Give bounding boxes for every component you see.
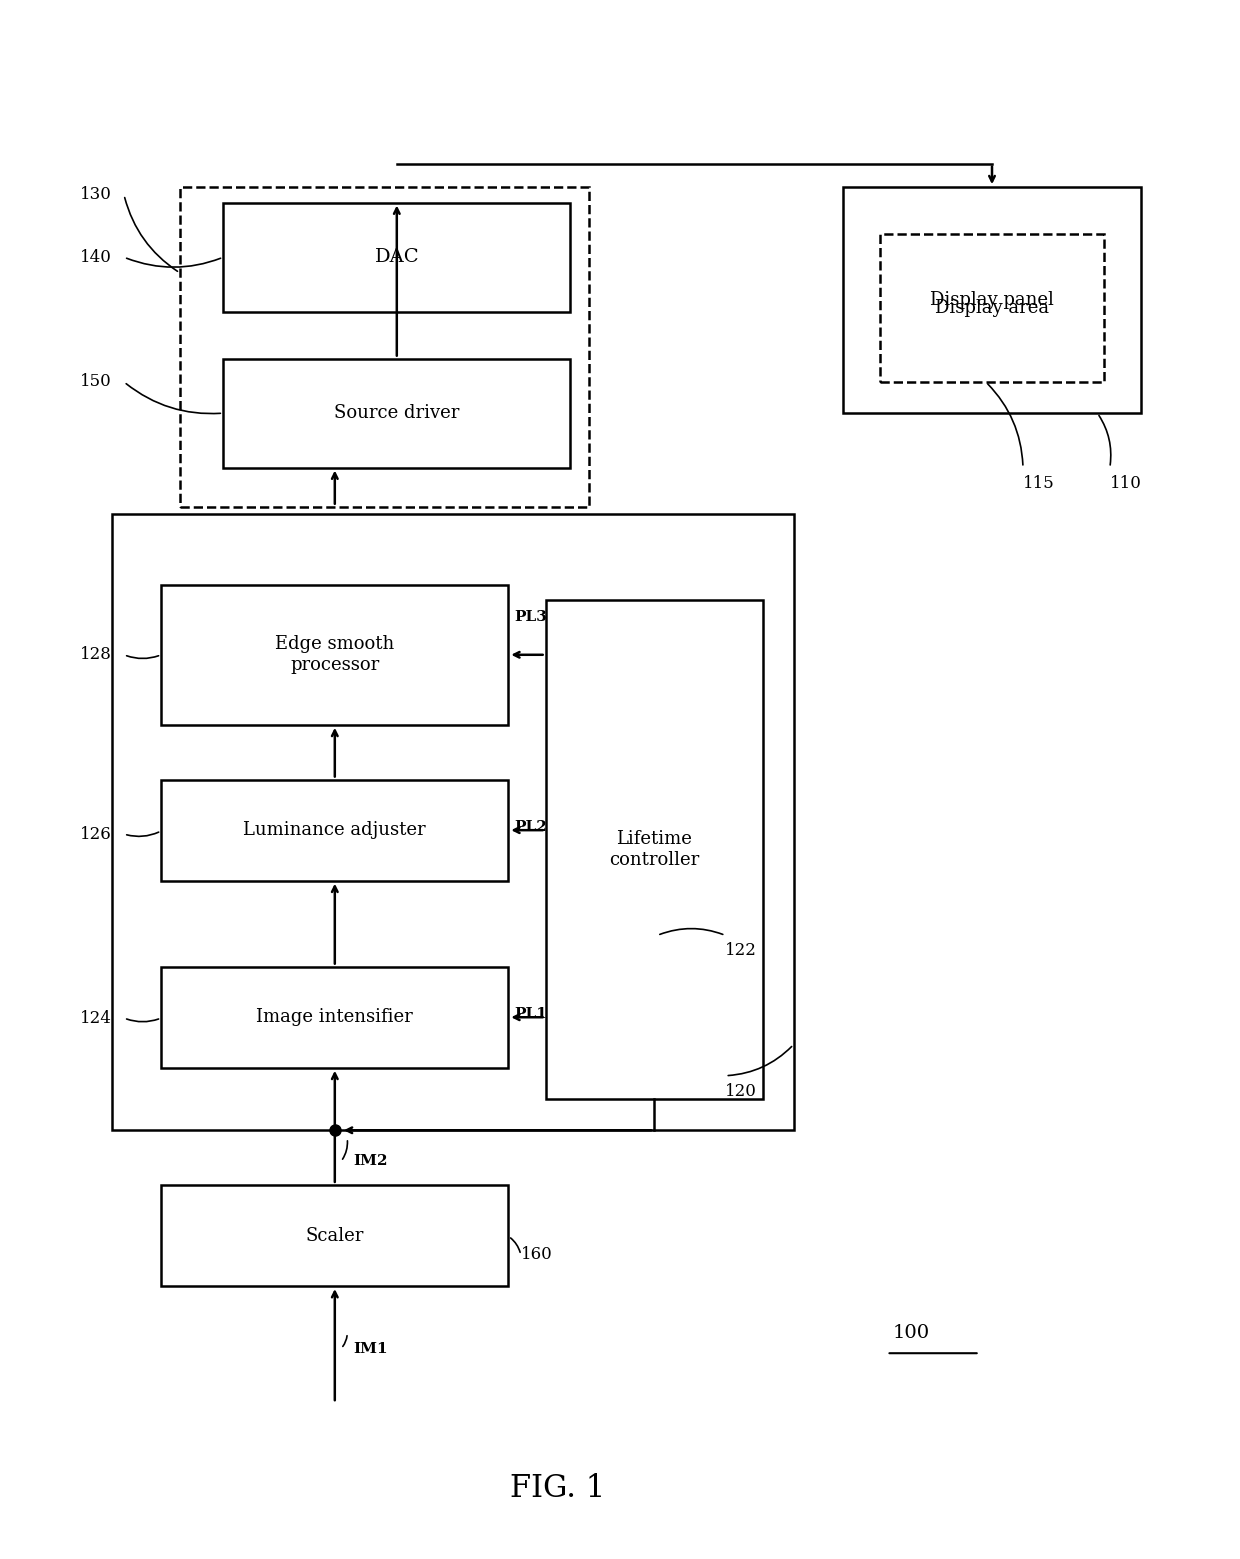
Text: 124: 124: [79, 1010, 112, 1026]
Text: 140: 140: [79, 249, 112, 265]
Text: Edge smooth
processor: Edge smooth processor: [275, 636, 394, 673]
Text: Lifetime
controller: Lifetime controller: [609, 831, 699, 868]
FancyBboxPatch shape: [843, 187, 1141, 413]
FancyBboxPatch shape: [161, 780, 508, 881]
Text: 130: 130: [79, 187, 112, 203]
Text: PL1: PL1: [515, 1007, 548, 1021]
Text: Display panel: Display panel: [930, 292, 1054, 309]
Text: Source driver: Source driver: [334, 404, 460, 422]
Text: 110: 110: [1110, 475, 1142, 491]
Text: FIG. 1: FIG. 1: [511, 1473, 605, 1504]
Text: 120: 120: [725, 1084, 758, 1099]
FancyBboxPatch shape: [112, 514, 794, 1130]
Text: Image intensifier: Image intensifier: [257, 1009, 413, 1026]
Text: IM1: IM1: [353, 1342, 388, 1355]
FancyBboxPatch shape: [161, 967, 508, 1068]
Text: 100: 100: [893, 1324, 930, 1342]
Text: IM2: IM2: [353, 1155, 388, 1168]
Text: Display area: Display area: [935, 299, 1049, 316]
FancyBboxPatch shape: [223, 203, 570, 312]
Text: 126: 126: [79, 826, 112, 842]
Text: Luminance adjuster: Luminance adjuster: [243, 822, 427, 839]
FancyBboxPatch shape: [161, 585, 508, 725]
FancyBboxPatch shape: [223, 359, 570, 468]
Text: Scaler: Scaler: [305, 1227, 365, 1244]
FancyBboxPatch shape: [880, 234, 1104, 382]
Text: 160: 160: [521, 1247, 553, 1263]
Text: 128: 128: [79, 647, 112, 663]
FancyBboxPatch shape: [180, 187, 589, 507]
Text: 150: 150: [79, 374, 112, 390]
Text: 122: 122: [725, 943, 758, 959]
FancyBboxPatch shape: [546, 600, 763, 1099]
Text: 115: 115: [1023, 475, 1055, 491]
Text: PL2: PL2: [515, 820, 547, 834]
Text: DAC: DAC: [374, 248, 419, 267]
Text: PL3: PL3: [515, 610, 548, 624]
FancyBboxPatch shape: [161, 1185, 508, 1286]
